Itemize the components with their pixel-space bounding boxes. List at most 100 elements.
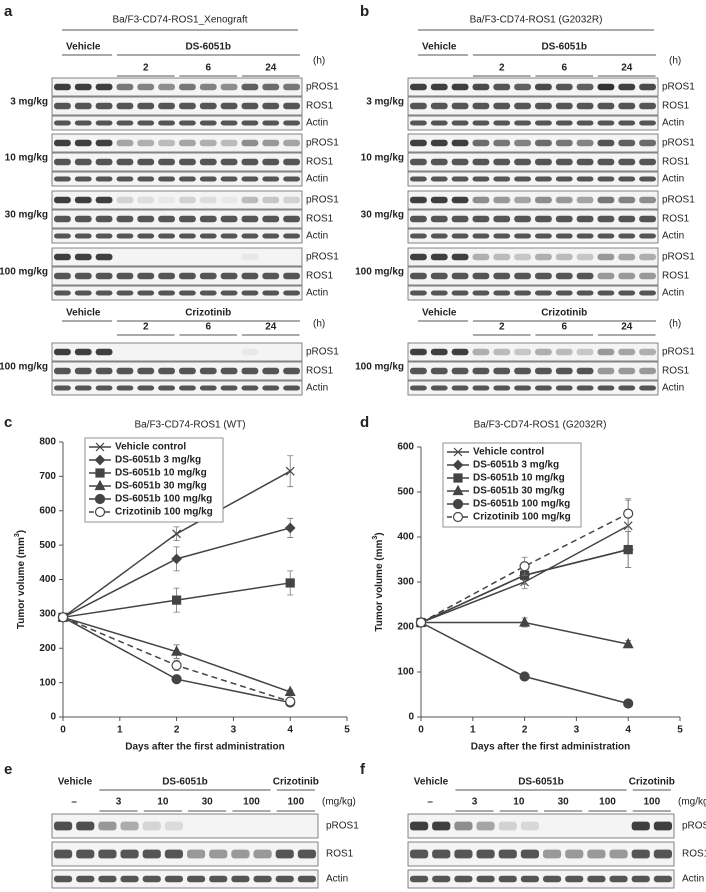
marker	[57, 612, 69, 623]
blot-band	[179, 290, 196, 296]
unit-label: (h)	[313, 56, 325, 67]
blot-band	[54, 348, 71, 356]
blot-band	[74, 348, 92, 356]
time-label: 2	[499, 63, 505, 74]
blot-band	[535, 120, 552, 126]
blot-band	[410, 367, 427, 375]
unit-label: (h)	[313, 319, 325, 330]
dose-label: 30	[558, 797, 570, 808]
blot-band	[116, 120, 134, 126]
blot-band	[76, 821, 95, 831]
blot-band	[220, 102, 238, 110]
blot-band	[253, 875, 272, 883]
vehicle-label: Vehicle	[66, 42, 101, 53]
blot-band	[74, 83, 92, 91]
blot-strip	[407, 285, 659, 301]
legend-label: DS-6051b 100 mg/kg	[115, 494, 212, 505]
blot-band	[432, 849, 451, 859]
row-label: ROS1	[326, 849, 354, 860]
blot-band	[618, 367, 636, 375]
blot-band	[597, 233, 615, 239]
blot-band	[430, 272, 448, 280]
time-label: 24	[265, 63, 277, 74]
blot-strip	[407, 115, 659, 131]
blot-strip	[51, 285, 303, 301]
blot-band	[220, 83, 238, 91]
time-label: 24	[621, 63, 633, 74]
blot-band	[576, 367, 594, 375]
blot-band	[639, 176, 656, 182]
panel-letter: c	[4, 414, 12, 431]
y-axis-label-sup: 3	[14, 533, 21, 537]
blot-band	[283, 385, 300, 391]
blot-band	[262, 83, 280, 91]
blot-band	[454, 849, 473, 859]
row-label: Actin	[306, 288, 328, 299]
blot-band	[297, 849, 316, 859]
dose-label: 10	[513, 797, 525, 808]
row-label: Actin	[306, 231, 328, 242]
y-tick-label: 0	[50, 712, 56, 723]
blot-band	[241, 272, 259, 280]
y-tick-label: 300	[39, 609, 56, 620]
blot-band	[576, 196, 594, 204]
blot-band	[410, 158, 427, 166]
blot-band	[158, 120, 175, 126]
time-label: 2	[143, 63, 149, 74]
blot-band	[493, 196, 511, 204]
blot-band	[639, 272, 656, 280]
blot-band	[639, 253, 656, 261]
blot-band	[54, 158, 71, 166]
blot-band	[142, 849, 161, 859]
blot-band	[95, 290, 113, 296]
row-label: ROS1	[682, 849, 706, 860]
blot-band	[158, 196, 175, 204]
blot-band	[493, 83, 511, 91]
blot-band	[241, 215, 259, 223]
blot-band	[220, 139, 238, 147]
blot-band	[54, 233, 71, 239]
blot-strip	[407, 266, 659, 286]
blot-band	[498, 821, 517, 831]
blot-strip	[407, 380, 659, 396]
blot-band	[535, 385, 552, 391]
blot-strip	[407, 171, 659, 187]
blot-strip	[51, 209, 303, 229]
blot-band	[576, 215, 594, 223]
blot-band	[555, 348, 573, 356]
blot-band	[199, 233, 217, 239]
blot-band	[410, 272, 427, 280]
blot-strip	[51, 869, 319, 889]
blot-band	[283, 158, 300, 166]
blot-band	[587, 849, 606, 859]
blot-band	[116, 290, 134, 296]
blot-band	[179, 272, 196, 280]
row-label: pROS1	[662, 252, 695, 263]
blot-band	[451, 120, 469, 126]
blot-band	[514, 272, 531, 280]
y-axis-label-sup: 3	[372, 536, 379, 540]
blot-band	[137, 158, 155, 166]
dose-label: 10 mg/kg	[5, 153, 48, 164]
row-label: pROS1	[326, 821, 359, 832]
blot-band	[514, 176, 531, 182]
row-label: pROS1	[306, 82, 339, 93]
marker	[171, 674, 182, 685]
blot-band	[74, 290, 92, 296]
blot-band	[137, 385, 155, 391]
blot-band	[164, 849, 183, 859]
blot-band	[597, 253, 615, 261]
blot-band	[262, 102, 280, 110]
blot-band	[116, 83, 134, 91]
blot-band	[493, 139, 511, 147]
blot-band	[54, 196, 71, 204]
blot-band	[410, 849, 429, 859]
blot-band	[430, 253, 448, 261]
blot-band	[472, 215, 490, 223]
blot-band	[95, 348, 113, 356]
blot-strip	[407, 813, 675, 839]
blot-band	[639, 158, 656, 166]
blot-band	[410, 215, 427, 223]
blot-band	[283, 139, 300, 147]
blot-band	[95, 176, 113, 182]
